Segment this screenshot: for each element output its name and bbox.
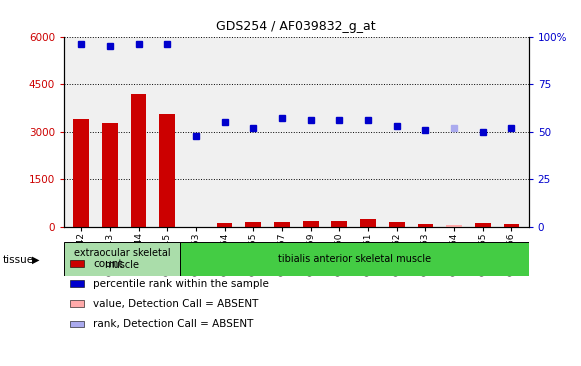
Bar (331, 221, 347, 227)
Bar (217, 223, 232, 227)
Bar (360, 219, 376, 227)
Text: extraocular skeletal
muscle: extraocular skeletal muscle (74, 248, 170, 270)
Text: value, Detection Call = ABSENT: value, Detection Call = ABSENT (93, 299, 259, 309)
Text: count: count (93, 258, 123, 269)
Bar (102, 123, 118, 227)
Text: tibialis anterior skeletal muscle: tibialis anterior skeletal muscle (278, 254, 431, 264)
Text: percentile rank within the sample: percentile rank within the sample (93, 279, 269, 289)
Bar (504, 224, 519, 227)
Bar (274, 222, 290, 227)
Bar (418, 224, 433, 227)
Text: tissue: tissue (3, 255, 34, 265)
Bar (64, 242, 180, 276)
Bar (73, 119, 89, 227)
Bar (180, 242, 529, 276)
Text: rank, Detection Call = ABSENT: rank, Detection Call = ABSENT (93, 319, 253, 329)
Bar (475, 223, 491, 227)
Text: ▶: ▶ (32, 255, 40, 265)
Bar (446, 225, 462, 227)
Bar (159, 114, 175, 227)
Bar (389, 222, 404, 227)
Bar (303, 221, 318, 227)
Title: GDS254 / AF039832_g_at: GDS254 / AF039832_g_at (217, 20, 376, 33)
Bar (245, 222, 261, 227)
Bar (131, 94, 146, 227)
